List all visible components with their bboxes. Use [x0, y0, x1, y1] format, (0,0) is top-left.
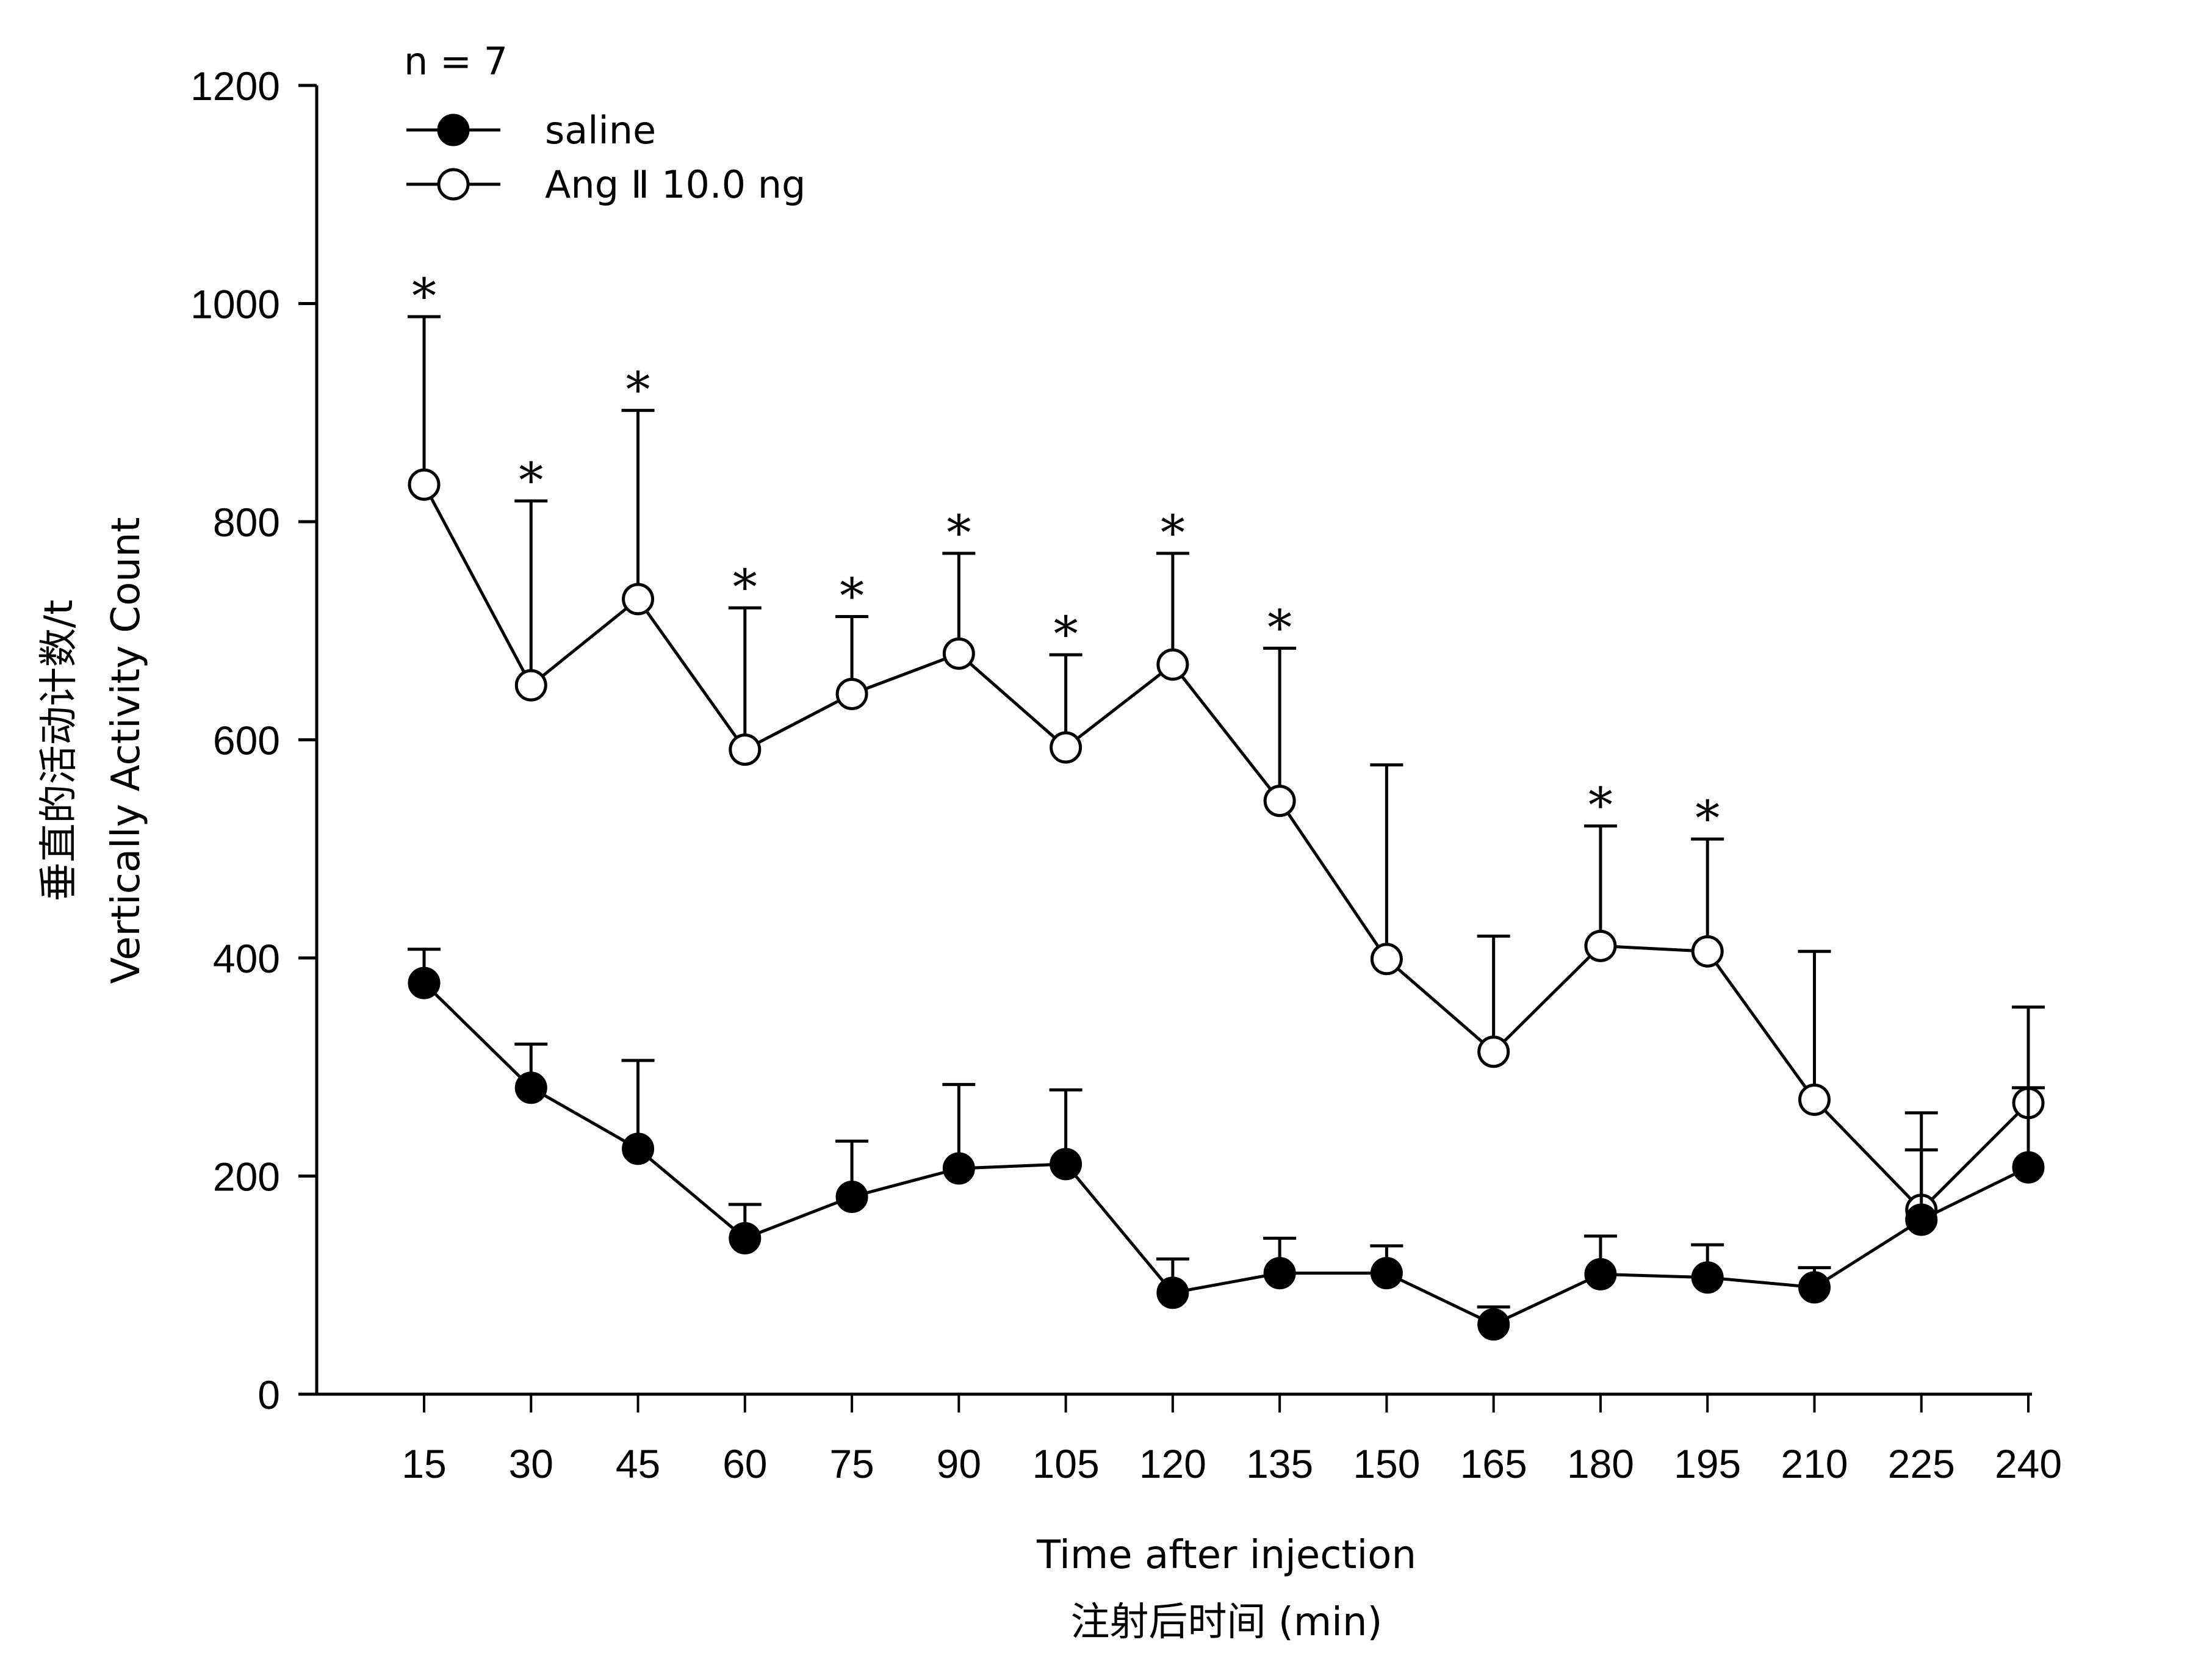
data-point	[729, 733, 762, 766]
data-point	[408, 468, 441, 501]
data-point	[514, 669, 547, 702]
legend-marker	[437, 113, 470, 146]
y-tick-label: 0	[258, 1372, 280, 1417]
y-tick-label: 800	[213, 500, 280, 545]
x-tick-label: 225	[1888, 1441, 1955, 1486]
series-layer: * * * * * * * * * * *	[408, 268, 2045, 1341]
data-point	[835, 677, 868, 710]
significance-star: *	[1695, 790, 1720, 847]
y-tick-label: 1200	[190, 63, 280, 109]
x-tick-label: 60	[722, 1441, 767, 1486]
data-point	[514, 1071, 547, 1104]
significance-star: *	[1588, 777, 1613, 834]
significance-star: *	[1267, 599, 1292, 656]
x-tick-label: 195	[1674, 1441, 1741, 1486]
data-point	[835, 1180, 868, 1213]
data-point	[1798, 1271, 1831, 1304]
data-point	[1263, 785, 1296, 818]
y-tick-label: 200	[213, 1154, 280, 1200]
data-point	[1370, 943, 1403, 976]
x-tick-label: 135	[1246, 1441, 1313, 1486]
x-tick-label: 90	[937, 1441, 981, 1486]
data-point	[1477, 1035, 1510, 1068]
significance-star: *	[626, 362, 650, 419]
data-point	[1050, 1148, 1083, 1181]
x-tick-label: 105	[1032, 1441, 1100, 1486]
series-saline	[408, 948, 2045, 1341]
x-tick-label: 210	[1781, 1441, 1848, 1486]
data-point	[1370, 1257, 1403, 1290]
series-line	[422, 484, 2030, 1212]
legend-item: saline	[406, 108, 656, 153]
data-point	[1156, 1276, 1189, 1309]
data-point	[1156, 648, 1189, 681]
significance-star: *	[412, 268, 436, 325]
data-point	[942, 1152, 975, 1185]
data-point	[1691, 935, 1724, 968]
x-tick-label: 120	[1139, 1441, 1206, 1486]
x-axis-title: Time after injection	[1036, 1533, 1416, 1578]
significance-star: *	[1054, 606, 1078, 663]
significance-star: *	[733, 559, 757, 616]
y-tick-label: 400	[213, 936, 280, 981]
x-tick-label: 150	[1353, 1441, 1420, 1486]
y-axis-title: Vertically Activity Count	[104, 517, 149, 984]
x-axis-title-cn: 注射后时间 (min)	[1071, 1600, 1383, 1645]
y-tick-label: 1000	[190, 282, 280, 327]
significance-star: *	[840, 568, 864, 625]
legend-label: saline	[545, 108, 656, 153]
data-point	[2012, 1151, 2045, 1184]
significance-star: *	[946, 505, 971, 561]
data-point	[622, 1132, 655, 1165]
data-point	[1584, 929, 1617, 962]
data-point	[1263, 1257, 1296, 1290]
x-tick-label: 165	[1460, 1441, 1527, 1486]
legend-item: Ang Ⅱ 10.0 ng	[406, 162, 805, 207]
significance-star: *	[519, 452, 543, 509]
y-tick-label: 600	[213, 718, 280, 763]
x-tick-label: 15	[402, 1441, 446, 1486]
axes: 0 200 400 600 800 1000 1200 15 30 45 60 75 90 105 120 1…	[190, 63, 2062, 1486]
x-tick-label: 240	[1995, 1441, 2062, 1486]
legend: saline Ang Ⅱ 10.0 ng	[406, 108, 805, 207]
data-point	[1477, 1308, 1510, 1341]
data-point	[1050, 731, 1083, 764]
x-tick-label: 180	[1567, 1441, 1634, 1486]
legend-label: Ang Ⅱ 10.0 ng	[545, 162, 805, 207]
x-tick-label: 30	[509, 1441, 553, 1486]
series-ang-ii: * * * * * * * * * * *	[408, 268, 2045, 1226]
y-axis-title-cn: 垂直的活动计数/t	[37, 600, 82, 902]
data-point	[408, 966, 441, 999]
data-point	[1798, 1083, 1831, 1116]
data-point	[1905, 1203, 1938, 1236]
data-point	[622, 583, 655, 616]
data-point	[1691, 1261, 1724, 1294]
x-tick-label: 75	[829, 1441, 874, 1486]
series-line	[423, 982, 2030, 1326]
data-point	[729, 1222, 762, 1254]
legend-marker	[437, 168, 470, 201]
data-point	[942, 637, 975, 670]
significance-star: *	[1161, 505, 1185, 561]
x-tick-label: 45	[616, 1441, 660, 1486]
data-point	[1584, 1258, 1617, 1290]
sample-size-annotation: n = 7	[404, 39, 508, 84]
